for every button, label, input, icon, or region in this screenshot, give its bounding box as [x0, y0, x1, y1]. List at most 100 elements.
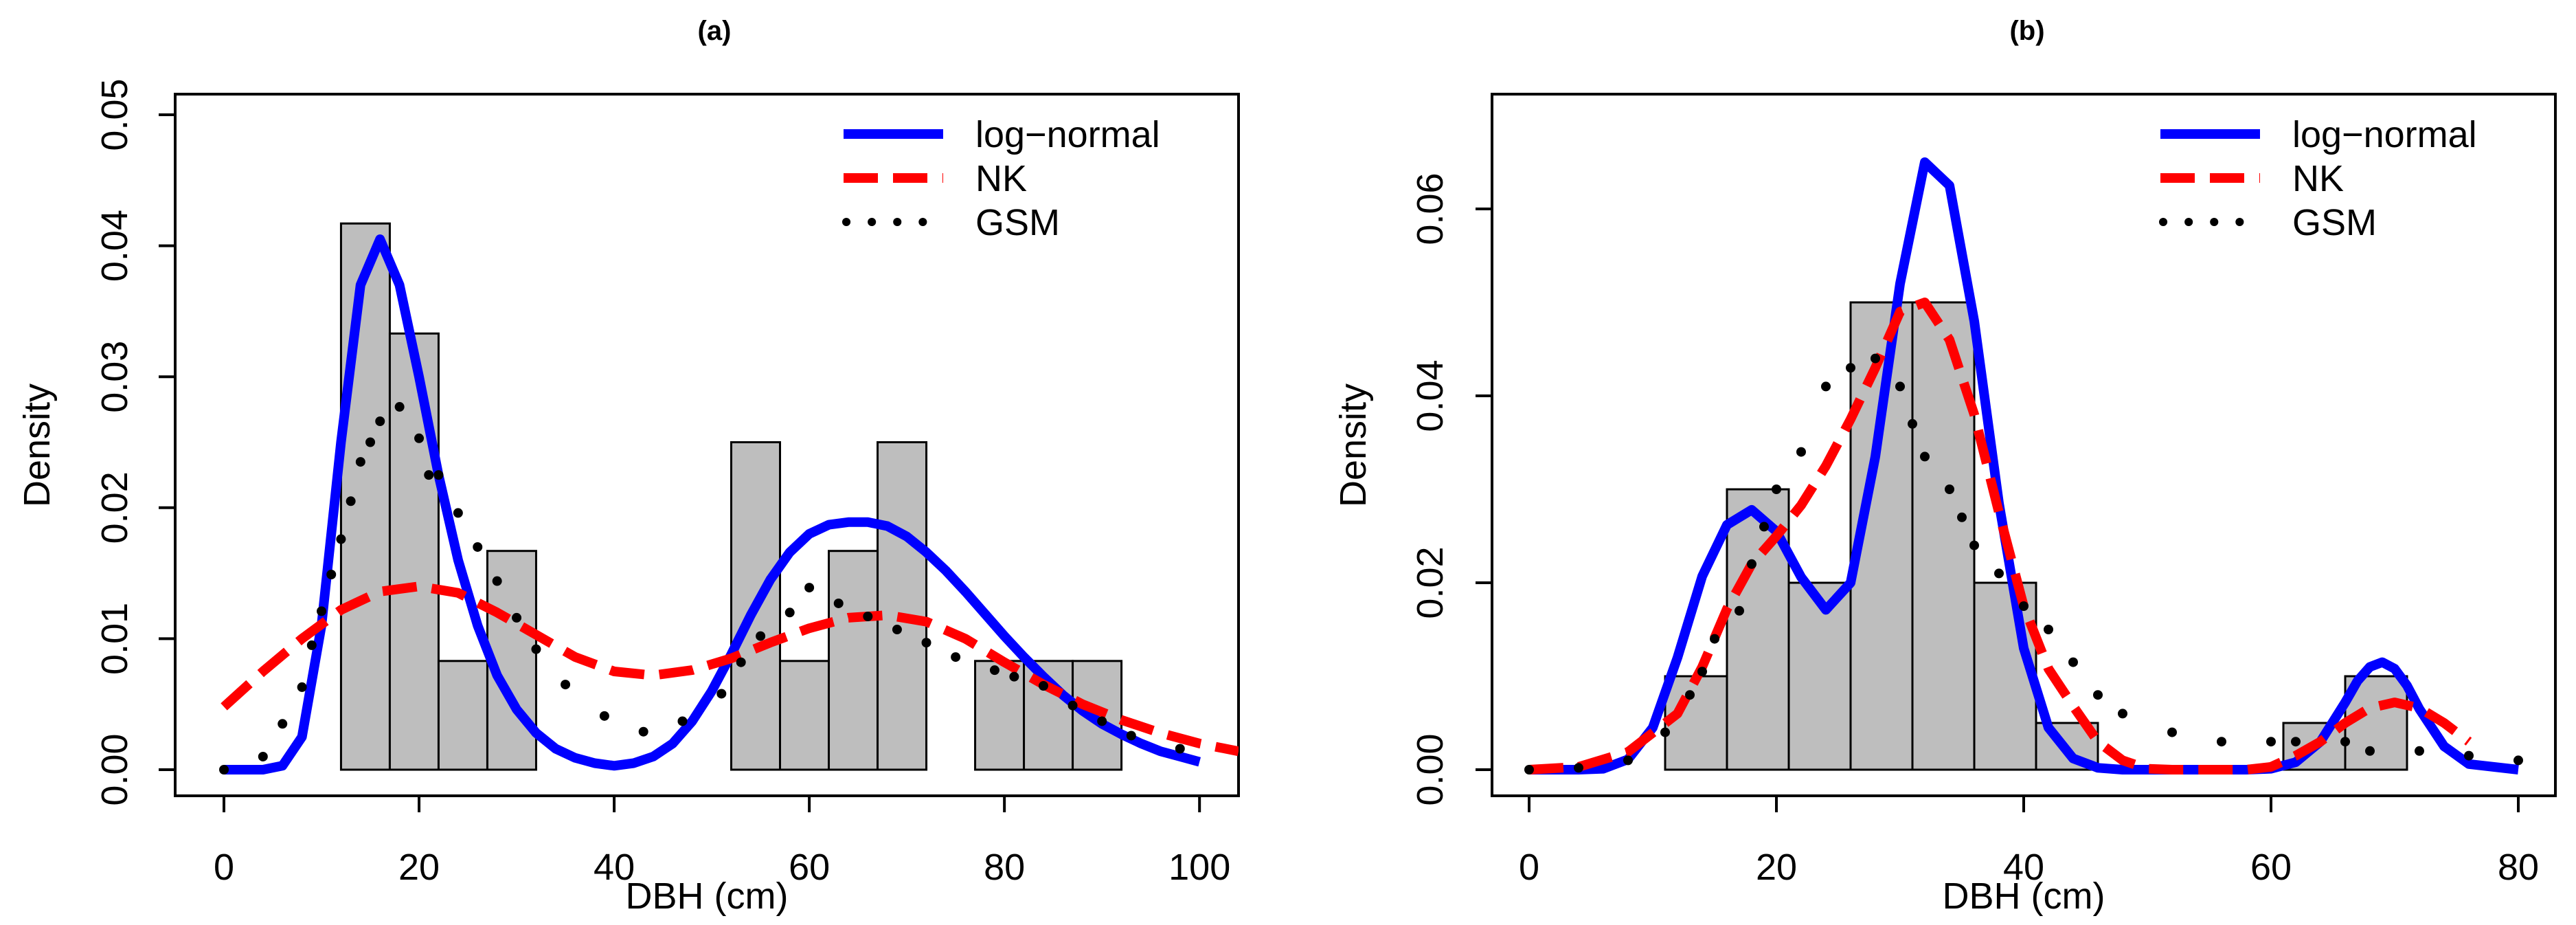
- panel-b-bar: [1787, 581, 1852, 771]
- panel-a-bar: [828, 550, 879, 771]
- panel-a-gsm-point: [561, 680, 571, 690]
- panel-b-gsm-point: [1945, 484, 1954, 494]
- panel-b-gsm-point: [1747, 559, 1756, 569]
- panel-b-gsm-point: [1871, 353, 1880, 364]
- panel-b-y-axis: 0.00 0.02 0.04 0.06: [1410, 172, 1493, 806]
- panel-a-y-tick-label: 0.03: [94, 341, 135, 413]
- panel-b-gsm-point: [2093, 690, 2103, 700]
- panel-a-gsm-point: [863, 611, 873, 621]
- panel-a-x-tick-label: 20: [398, 847, 440, 888]
- panel-a-title: (a): [698, 16, 732, 46]
- panel-a-gsm-point: [599, 711, 609, 721]
- panel-b-gsm-point: [1623, 755, 1633, 766]
- panel-a-x-tick-label: 40: [594, 847, 635, 888]
- panel-b-gsm-point: [2415, 746, 2424, 756]
- panel-b-gsm-point: [2167, 727, 2177, 737]
- panel-a-gsm-point: [346, 496, 356, 506]
- panel-a-gsm-point: [424, 470, 434, 480]
- panel-b-y-tick-label: 0.04: [1410, 359, 1451, 432]
- panel-a-gsm-point: [306, 640, 317, 650]
- panel-a-legend: log−normal NK GSM: [842, 114, 1160, 243]
- panel-b-gsm-point: [1895, 381, 1905, 392]
- panel-b-gsm-point: [2217, 737, 2226, 747]
- panel-a-gsm-point: [736, 657, 746, 667]
- panel-a-x-axis-title: DBH (cm): [626, 876, 789, 917]
- panel-a-gsm-point: [336, 534, 346, 544]
- panel-b-x-tick-label: 60: [2250, 847, 2292, 888]
- panel-a-gsm-point: [1009, 671, 1019, 682]
- panel-a-gsm-point: [892, 625, 902, 635]
- panel-a-gsm-point: [355, 457, 365, 467]
- panel-a-y-tick-label: 0.05: [94, 78, 135, 151]
- panel-a-gsm-point: [804, 583, 815, 593]
- panel-a-gsm-point: [638, 726, 648, 737]
- panel-b-gsm-point: [1821, 381, 1831, 392]
- panel-a: (a) 0 20 40 60 80 100 0.000.010.020.030.040.0…: [16, 16, 1240, 917]
- panel-b-gsm-point: [1772, 484, 1781, 494]
- panel-a-bars: [339, 222, 1123, 771]
- panel-b-log-normal-line: [1529, 157, 2519, 774]
- panel-a-nk-line: [221, 581, 1239, 757]
- panel-a-y-axis-title: Density: [16, 383, 58, 507]
- panel-b-gsm-point: [2044, 625, 2053, 634]
- panel-a-x-tick-label: 0: [214, 847, 234, 888]
- panel-a-y-tick-label: 0.02: [94, 471, 135, 544]
- panel-b-gsm-point: [2464, 750, 2474, 761]
- panel-b-gsm-point: [1759, 522, 1769, 532]
- panel-a-x-tick-label: 100: [1168, 847, 1230, 888]
- panel-b-y-axis-title: Density: [1333, 383, 1374, 507]
- panel-a-y-tick-label: 0.00: [94, 733, 135, 805]
- panel-a-gsm-point: [453, 508, 463, 518]
- panel-b-bar: [1911, 301, 1976, 771]
- panel-b-y-tick-label: 0.06: [1410, 172, 1451, 245]
- panel-a-gsm-point: [1067, 700, 1078, 711]
- panel-b-gsm-point: [1796, 447, 1806, 457]
- panel-a-log-normal-line: [224, 234, 1201, 774]
- panel-a-gsm-point: [317, 606, 327, 616]
- panel-a-gsm-point: [677, 716, 688, 726]
- panel-a-gsm-point: [414, 433, 425, 443]
- panel-b-gsm-point: [1685, 690, 1695, 700]
- panel-a-gsm-point: [375, 416, 385, 427]
- panel-b-legend-label-gsm: GSM: [2292, 202, 2377, 243]
- panel-a-y-tick-label: 0.01: [94, 603, 135, 675]
- panel-b-y-tick-label: 0.02: [1410, 546, 1451, 618]
- panel-a-legend-label-log-normal: log−normal: [975, 114, 1160, 155]
- panel-a-gsm-point: [1097, 716, 1107, 726]
- panel-a-x-tick-label: 80: [984, 847, 1025, 888]
- panel-b-legend-label-nk: NK: [2292, 158, 2344, 199]
- panel-b-gsm-point: [1524, 765, 1534, 774]
- panel-b-y-tick-label: 0.00: [1410, 733, 1451, 805]
- panel-a-gsm-point: [716, 689, 727, 699]
- panel-b-gsm-point: [1697, 667, 1707, 677]
- panel-b-gsm-point: [1957, 512, 1967, 522]
- panel-b-gsm-point: [1908, 419, 1917, 429]
- panel-b-title: (b): [2009, 16, 2044, 46]
- panel-a-gsm-point: [297, 682, 307, 692]
- panel-b-x-axis-title: DBH (cm): [1943, 876, 2105, 917]
- panel-a-legend-label-gsm: GSM: [975, 202, 1060, 243]
- panel-a-gsm-point: [433, 470, 444, 480]
- panel-a-gsm-point: [531, 644, 541, 654]
- panel-a-gsm-point: [1038, 681, 1048, 691]
- panel-a-gsm-point: [784, 608, 795, 618]
- panel-a-bar: [779, 660, 831, 771]
- panel-b-x-tick-label: 20: [1756, 847, 1797, 888]
- panel-a-gsm-point: [394, 402, 405, 412]
- panel-a-y-axis: 0.00 0.01 0.02 0.03 0.04 0.05: [94, 78, 177, 806]
- panel-b-gsm-point: [2365, 746, 2375, 756]
- panel-a-bar: [339, 222, 391, 771]
- panel-b-gsm-point: [2266, 737, 2276, 747]
- panel-b-bar: [1664, 675, 1728, 771]
- panel-b-gsm-point: [2068, 657, 2078, 667]
- panel-a-gsm-point: [219, 765, 229, 774]
- panel-a-gsm-point: [921, 638, 931, 648]
- panel-a-gsm-point: [756, 631, 766, 641]
- panel-a-bar: [437, 660, 488, 771]
- panel-b-gsm-point: [1735, 605, 1744, 616]
- panel-b-gsm-point: [1660, 727, 1670, 737]
- panel-b-gsm-point: [2118, 709, 2127, 719]
- panel-a-gsm-point: [989, 665, 999, 676]
- panel-b-x-tick-label: 0: [1519, 847, 1539, 888]
